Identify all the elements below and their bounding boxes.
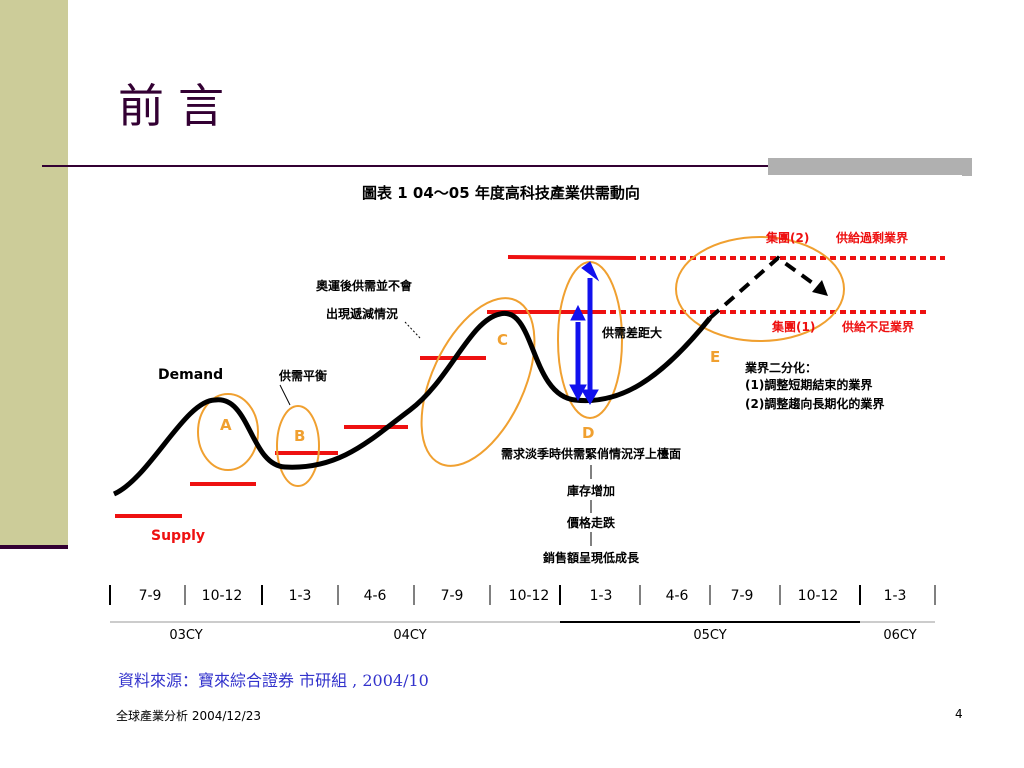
group1-label: 集團(1) [771,319,815,334]
point-e: E [710,348,720,366]
demand-label: Demand [158,367,223,383]
point-a: A [220,416,232,434]
ellipse-c [420,297,536,467]
balance-pointer [279,384,291,406]
quarter-label: 7-9 [441,588,464,604]
quarter-label: 10-12 [509,588,550,604]
olympics-note-1: 奧運後供需並不會 [315,278,413,293]
divider-accent [768,158,972,176]
left-accent-line [0,545,68,549]
point-d: D [582,424,594,442]
quarter-label: 4-6 [666,588,689,604]
olympics-pointer [404,321,421,339]
quarter-label: 10-12 [798,588,839,604]
year-label: 04CY [393,628,426,643]
footer-text: 全球產業分析 2004/12/23 [116,709,261,723]
group2-label: 集團(2) [765,230,809,245]
left-accent-bar [0,0,68,548]
year-label: 06CY [883,628,916,643]
point-c: C [497,331,508,349]
point-b: B [294,427,305,445]
split-note-0: 業界二分化： [744,360,817,375]
quarter-label: 7-9 [731,588,754,604]
source-note: 資料來源：寶來綜合證券 市研組 , 2004/10 [118,671,429,690]
supply-label: Supply [151,528,205,544]
group1-desc: 供給不足業界 [841,319,914,334]
ellipse-a [197,393,259,471]
chain-step-4: 銷售額呈現低成長 [543,550,640,565]
slide-title: 前言 [118,79,238,133]
supply-segment [507,255,631,260]
year-label: 05CY [693,628,726,643]
quarter-label: 1-3 [884,588,907,604]
olympics-note-2: 出現遞減情況 [326,306,398,321]
time-axis: 7-9 10-12 1-3 4-6 7-9 10-12 1-3 4-6 7-9 10-12 1-3 0… [109,585,936,643]
supply-demand-diagram: 圖表 1 04～05 年度高科技產業供需動向 Demand Supply A B… [76,175,962,657]
chain-step-1: 需求淡季時供需緊俏情況浮上檯面 [501,446,681,461]
ellipse-b [276,405,320,487]
demand-forecast-dashed [708,255,827,320]
chain-step-3: 價格走跌 [566,515,616,530]
gap-arrows [569,261,600,406]
group2-desc: 供給過剩業界 [835,230,908,245]
forecast-arrowhead [812,280,828,296]
quarter-label: 1-3 [590,588,613,604]
balance-label: 供需平衡 [278,368,327,383]
quarter-label: 7-9 [139,588,162,604]
year-label: 03CY [169,628,202,643]
split-note-1: (1)調整短期結束的業界 [745,377,872,392]
diagram-title: 圖表 1 04～05 年度高科技產業供需動向 [362,184,640,202]
title-divider [42,165,972,167]
quarter-label: 10-12 [202,588,243,604]
page-number: 4 [955,707,963,721]
split-note-2: (2)調整趨向長期化的業界 [745,396,884,411]
ellipse-e [675,236,845,342]
quarter-label: 4-6 [364,588,387,604]
demand-curve [112,311,712,497]
quarter-label: 1-3 [289,588,312,604]
gap-label: 供需差距大 [601,325,662,340]
chain-step-2: 庫存增加 [567,483,615,498]
